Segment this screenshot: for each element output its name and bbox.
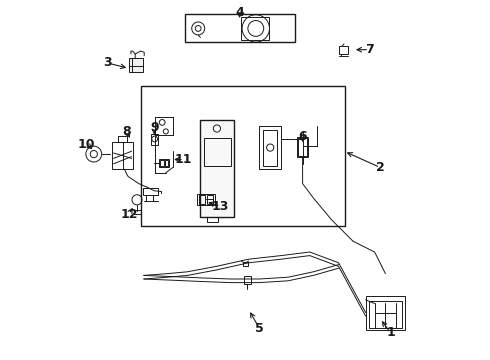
Bar: [207, 217, 218, 222]
Text: 11: 11: [175, 153, 193, 166]
Bar: [141, 86, 345, 226]
Bar: [165, 160, 169, 166]
Text: 5: 5: [255, 322, 264, 335]
Bar: [298, 138, 307, 156]
Bar: [185, 14, 294, 42]
Bar: [242, 17, 269, 40]
Bar: [263, 130, 277, 166]
Text: 7: 7: [365, 43, 373, 56]
Text: 4: 4: [235, 6, 244, 19]
Bar: [160, 160, 164, 166]
Bar: [207, 195, 213, 204]
Text: 9: 9: [150, 121, 159, 134]
Bar: [297, 137, 308, 157]
Text: 13: 13: [212, 200, 229, 213]
Text: 3: 3: [103, 57, 112, 69]
Text: 1: 1: [387, 327, 395, 339]
Bar: [118, 136, 127, 142]
Bar: [259, 126, 281, 169]
Bar: [199, 195, 205, 204]
Bar: [339, 46, 348, 54]
Bar: [204, 138, 231, 166]
Bar: [134, 210, 141, 214]
Bar: [197, 194, 215, 205]
Text: 10: 10: [78, 138, 96, 150]
Bar: [200, 120, 234, 217]
Bar: [159, 159, 170, 167]
Bar: [144, 188, 158, 195]
Text: 12: 12: [121, 208, 138, 221]
Bar: [112, 142, 133, 169]
Text: 8: 8: [122, 125, 130, 138]
Bar: [151, 134, 158, 145]
Bar: [366, 296, 405, 330]
Text: 6: 6: [298, 130, 307, 143]
Bar: [369, 301, 402, 328]
Bar: [243, 262, 248, 266]
Bar: [244, 276, 251, 284]
Bar: [129, 58, 144, 72]
Text: 2: 2: [376, 161, 384, 174]
